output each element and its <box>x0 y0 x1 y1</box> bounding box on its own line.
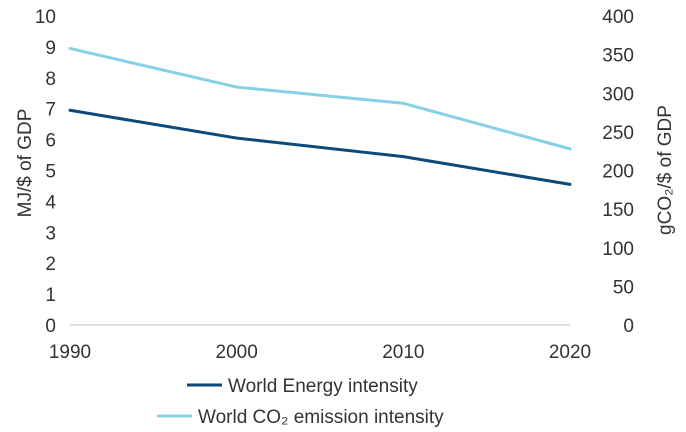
legend-label-co2-intensity: World CO₂ emission intensity <box>198 407 444 428</box>
left-y-tick-label: 3 <box>45 223 56 244</box>
data-point <box>235 136 239 140</box>
left-y-tick-label: 9 <box>45 38 56 59</box>
left-y-tick-label: 4 <box>45 192 56 213</box>
right-y-axis-title: gCO₂/$ of GDP <box>655 105 676 235</box>
x-tick-label: 2020 <box>549 342 591 363</box>
right-y-tick-label: 200 <box>602 162 634 183</box>
right-y-tick-label: 50 <box>613 277 634 298</box>
data-point <box>68 46 72 50</box>
legend-label-energy-intensity: World Energy intensity <box>228 376 418 397</box>
data-point <box>568 147 572 151</box>
left-y-tick-label: 0 <box>45 316 56 337</box>
data-point <box>568 182 572 186</box>
left-y-tick-label: 7 <box>45 100 56 121</box>
left-y-tick-label: 2 <box>45 254 56 275</box>
data-point <box>401 101 405 105</box>
left-y-tick-label: 8 <box>45 69 56 90</box>
left-y-tick-label: 1 <box>45 285 56 306</box>
data-point <box>68 108 72 112</box>
right-y-axis: 0 50 100 150 200 250 300 350 400 <box>602 7 634 337</box>
right-y-tick-label: 350 <box>602 46 634 67</box>
left-y-axis-title: MJ/$ of GDP <box>15 109 36 218</box>
left-y-axis: 0 1 2 3 4 5 6 7 8 9 10 <box>35 7 57 337</box>
right-y-tick-label: 150 <box>602 200 634 221</box>
right-y-tick-label: 400 <box>602 7 634 28</box>
right-y-tick-label: 0 <box>623 316 634 337</box>
left-y-tick-label: 5 <box>45 162 56 183</box>
x-tick-label: 1990 <box>49 342 91 363</box>
right-y-tick-label: 300 <box>602 84 634 105</box>
x-tick-label: 2010 <box>382 342 424 363</box>
x-tick-label: 2000 <box>216 342 258 363</box>
x-axis: 1990 2000 2010 2020 <box>49 342 591 363</box>
series-line-energy-intensity <box>69 108 571 186</box>
left-y-tick-label: 10 <box>35 7 56 28</box>
right-y-tick-label: 100 <box>602 239 634 260</box>
data-point <box>401 155 405 159</box>
series-lines <box>68 46 572 186</box>
data-point <box>235 85 239 89</box>
series-line-co2-intensity <box>69 46 571 151</box>
right-y-tick-label: 250 <box>602 123 634 144</box>
legend: World Energy intensity World CO₂ emissio… <box>157 376 444 428</box>
left-y-tick-label: 6 <box>45 131 56 152</box>
